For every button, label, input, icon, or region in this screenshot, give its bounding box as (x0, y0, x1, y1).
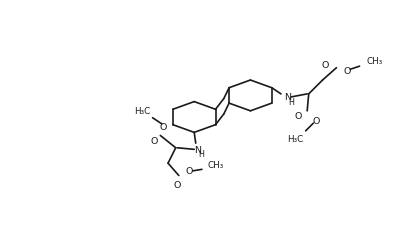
Text: O: O (173, 180, 181, 189)
Text: O: O (160, 123, 167, 132)
Text: H: H (288, 98, 294, 107)
Text: O: O (186, 167, 193, 176)
Text: N: N (194, 145, 201, 154)
Text: H: H (198, 149, 204, 158)
Text: O: O (150, 137, 158, 146)
Text: O: O (322, 61, 329, 70)
Text: N: N (284, 93, 291, 102)
Text: H₃C: H₃C (134, 106, 150, 115)
Text: O: O (294, 111, 302, 120)
Text: CH₃: CH₃ (208, 160, 224, 169)
Text: H₃C: H₃C (287, 135, 303, 143)
Text: CH₃: CH₃ (367, 56, 383, 65)
Text: O: O (313, 116, 320, 125)
Text: O: O (344, 67, 351, 76)
